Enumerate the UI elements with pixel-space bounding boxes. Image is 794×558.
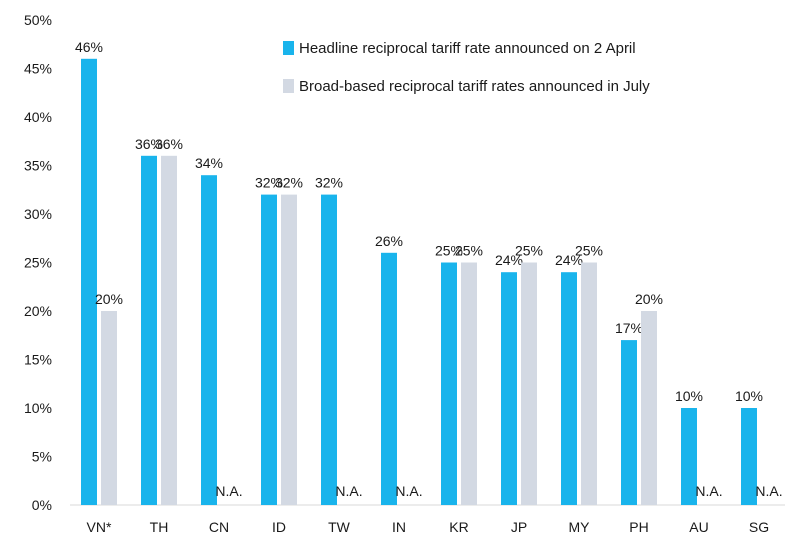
bar-headline-kr: [441, 262, 457, 505]
bar-headline-sg: [741, 408, 757, 505]
bar-headline-th: [141, 155, 157, 506]
data-label-broad-na: N.A.: [335, 483, 362, 499]
bar-headline-jp: [501, 272, 517, 505]
data-label-broad-na: N.A.: [395, 483, 422, 499]
x-tick-label: ID: [272, 519, 286, 535]
y-tick-label: 25%: [24, 255, 52, 271]
legend-swatch-headline: [283, 41, 294, 55]
data-label-broad-na: N.A.: [755, 483, 782, 499]
x-tick-label: JP: [511, 519, 527, 535]
bar-broad-ph: [641, 311, 657, 505]
data-label-broad: 25%: [515, 243, 543, 259]
bar-broad-th: [161, 155, 177, 506]
y-tick-label: 0%: [32, 497, 52, 513]
data-label-headline: 26%: [375, 233, 403, 249]
x-tick-label: CN: [209, 519, 229, 535]
y-tick-label: 45%: [24, 61, 52, 77]
legend-label-headline: Headline reciprocal tariff rate announce…: [299, 40, 636, 57]
legend-label-broad: Broad-based reciprocal tariff rates anno…: [299, 78, 650, 95]
x-tick-label: IN: [392, 519, 406, 535]
data-label-broad: 25%: [455, 243, 483, 259]
data-label-broad: 36%: [155, 136, 183, 152]
data-label-headline: 36%: [135, 136, 163, 152]
bar-broad-vn: [101, 311, 117, 505]
y-tick-label: 40%: [24, 109, 52, 125]
data-label-headline: 17%: [615, 320, 643, 336]
data-label-headline: 24%: [495, 252, 523, 268]
y-tick-label: 35%: [24, 158, 52, 174]
data-label-headline: 34%: [195, 155, 223, 171]
data-label-headline: 32%: [315, 175, 343, 191]
data-label-broad: 25%: [575, 243, 603, 259]
bar-broad-id: [281, 194, 297, 505]
legend-swatch-broad: [283, 79, 294, 93]
x-tick-label: MY: [569, 519, 591, 535]
y-tick-label: 20%: [24, 303, 52, 319]
bar-headline-vn: [81, 58, 97, 506]
bar-headline-tw: [321, 194, 337, 505]
data-label-broad: 32%: [275, 175, 303, 191]
y-tick-label: 10%: [24, 400, 52, 416]
bar-headline-my: [561, 272, 577, 505]
data-label-broad-na: N.A.: [215, 483, 242, 499]
data-label-headline: 46%: [75, 39, 103, 55]
y-tick-label: 15%: [24, 352, 52, 368]
x-tick-label: TW: [328, 519, 351, 535]
y-tick-label: 30%: [24, 206, 52, 222]
bar-broad-jp: [521, 262, 537, 505]
x-tick-label: TH: [150, 519, 169, 535]
bar-headline-in: [381, 252, 397, 505]
bar-headline-cn: [201, 175, 217, 505]
data-label-headline: 25%: [435, 243, 463, 259]
x-tick-label: PH: [629, 519, 648, 535]
data-label-broad-na: N.A.: [695, 483, 722, 499]
data-label-broad: 20%: [635, 291, 663, 307]
x-tick-label: SG: [749, 519, 769, 535]
x-tick-label: VN*: [87, 519, 112, 535]
bar-broad-my: [581, 262, 597, 505]
data-label-headline: 24%: [555, 252, 583, 268]
bar-broad-kr: [461, 262, 477, 505]
bar-headline-id: [261, 194, 277, 505]
data-label-headline: 10%: [675, 388, 703, 404]
bar-headline-ph: [621, 340, 637, 505]
bar-headline-au: [681, 408, 697, 505]
data-label-headline: 32%: [255, 175, 283, 191]
x-tick-label: AU: [689, 519, 708, 535]
y-tick-label: 5%: [32, 449, 52, 465]
data-label-headline: 10%: [735, 388, 763, 404]
x-tick-label: KR: [449, 519, 468, 535]
data-label-broad: 20%: [95, 291, 123, 307]
y-tick-label: 50%: [24, 12, 52, 28]
